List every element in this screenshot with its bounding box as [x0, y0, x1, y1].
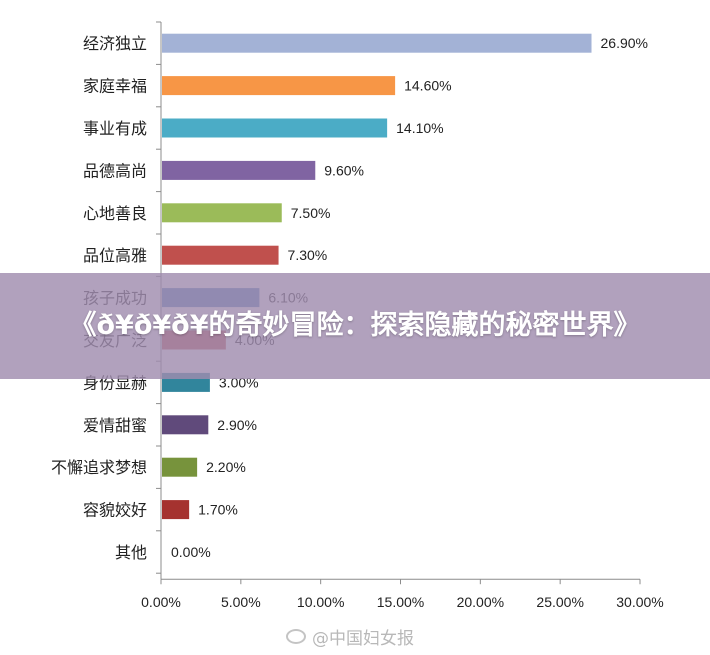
- watermark-text: @中国妇女报: [312, 629, 414, 649]
- value-label: 14.10%: [396, 120, 443, 136]
- category-label: 事业有成: [83, 119, 147, 138]
- value-label: 7.50%: [291, 205, 331, 221]
- value-label: 7.30%: [288, 247, 328, 263]
- value-label: 1.70%: [198, 502, 238, 518]
- category-label: 其他: [115, 543, 147, 562]
- value-label: 9.60%: [324, 162, 364, 178]
- bar: [162, 245, 279, 265]
- watermark: @中国妇女报: [286, 624, 414, 649]
- x-tick-label: 25.00%: [536, 594, 583, 610]
- category-label: 经济独立: [83, 34, 147, 53]
- category-label: 不懈追求梦想: [51, 458, 147, 477]
- value-label: 26.90%: [601, 35, 648, 51]
- category-label: 品德高尚: [83, 161, 147, 180]
- category-label: 品位高雅: [83, 246, 147, 265]
- x-tick-label: 30.00%: [616, 594, 663, 610]
- banner-title: 《ð¥ð¥ð¥的奇妙冒险：探索隐藏的秘密世界》: [69, 310, 641, 341]
- value-label: 2.90%: [217, 417, 257, 433]
- category-label: 容貌姣好: [83, 501, 147, 520]
- value-label: 2.20%: [206, 459, 246, 475]
- bar: [162, 160, 316, 180]
- bar: [162, 76, 396, 96]
- title-banner: 《ð¥ð¥ð¥的奇妙冒险：探索隐藏的秘密世界》: [0, 273, 710, 379]
- bar: [162, 203, 282, 223]
- value-label: 14.60%: [404, 78, 451, 94]
- bar: [162, 118, 388, 138]
- x-tick-label: 0.00%: [141, 594, 181, 610]
- category-label: 心地善良: [83, 204, 147, 223]
- x-tick-label: 10.00%: [297, 594, 344, 610]
- x-tick-label: 5.00%: [221, 594, 261, 610]
- category-label: 爱情甜蜜: [83, 416, 147, 435]
- bar: [162, 415, 209, 435]
- category-label: 家庭幸福: [83, 77, 147, 96]
- x-tick-label: 20.00%: [457, 594, 504, 610]
- bar: [162, 457, 198, 477]
- value-label: 0.00%: [171, 544, 211, 560]
- weibo-icon: [286, 629, 306, 644]
- x-tick-label: 15.00%: [377, 594, 424, 610]
- bar: [162, 33, 592, 53]
- bar: [162, 500, 190, 520]
